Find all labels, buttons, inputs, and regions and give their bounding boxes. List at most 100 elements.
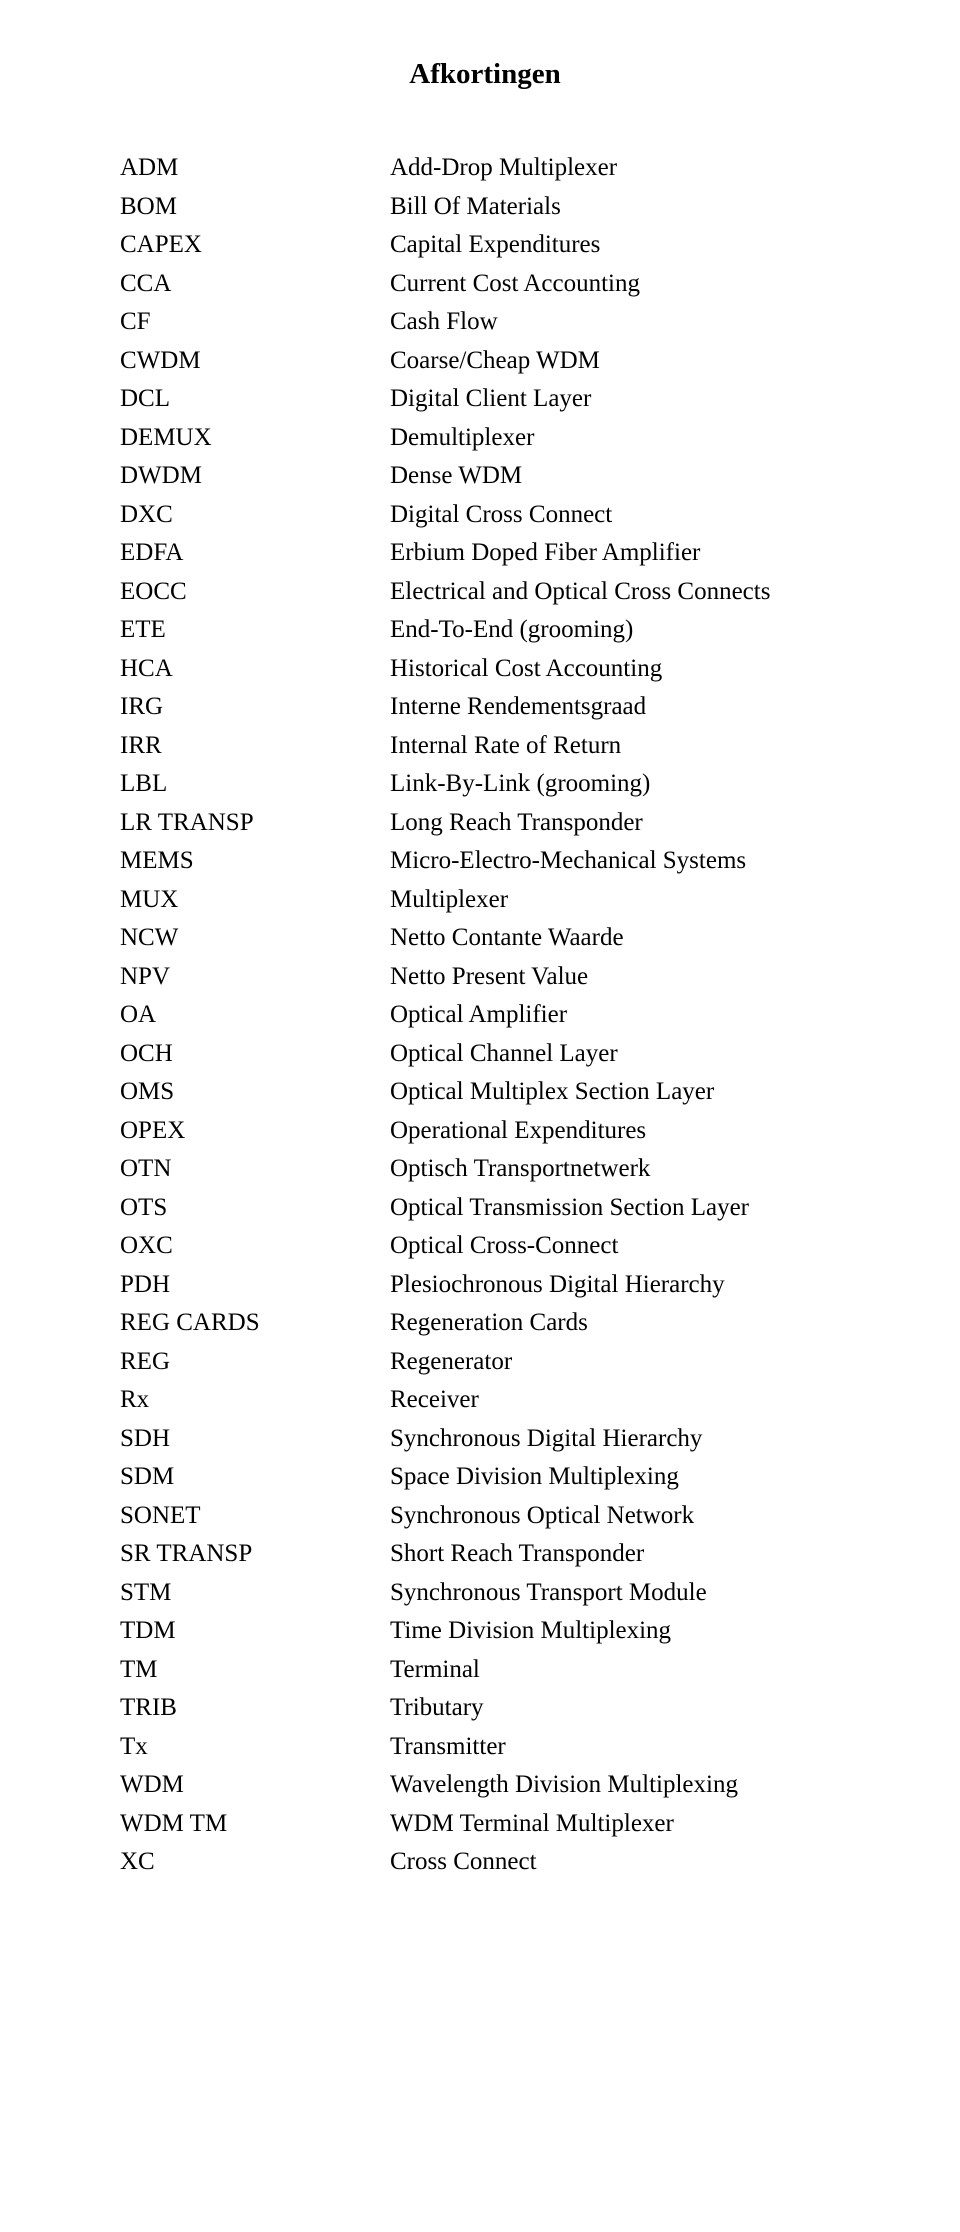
- definition: Add-Drop Multiplexer: [390, 149, 850, 188]
- abbreviation: ADM: [120, 149, 390, 188]
- abbreviation: SONET: [120, 1497, 390, 1536]
- abbreviation: OTS: [120, 1189, 390, 1228]
- definition: Optical Channel Layer: [390, 1035, 850, 1074]
- table-row: PDHPlesiochronous Digital Hierarchy: [120, 1266, 850, 1305]
- abbreviation: NPV: [120, 958, 390, 997]
- table-row: NCWNetto Contante Waarde: [120, 919, 850, 958]
- table-row: SR TRANSPShort Reach Transponder: [120, 1535, 850, 1574]
- abbreviation: OCH: [120, 1035, 390, 1074]
- abbreviation: MEMS: [120, 842, 390, 881]
- definition: Time Division Multiplexing: [390, 1612, 850, 1651]
- table-row: WDMWavelength Division Multiplexing: [120, 1766, 850, 1805]
- abbreviation: IRG: [120, 688, 390, 727]
- abbreviation: SDH: [120, 1420, 390, 1459]
- table-row: TxTransmitter: [120, 1728, 850, 1767]
- page-title: Afkortingen: [120, 58, 850, 91]
- table-row: CWDMCoarse/Cheap WDM: [120, 342, 850, 381]
- abbreviation: PDH: [120, 1266, 390, 1305]
- table-row: EDFAErbium Doped Fiber Amplifier: [120, 534, 850, 573]
- definition: Transmitter: [390, 1728, 850, 1767]
- definition: Regeneration Cards: [390, 1304, 850, 1343]
- table-row: OPEXOperational Expenditures: [120, 1112, 850, 1151]
- definition: Regenerator: [390, 1343, 850, 1382]
- definition: Short Reach Transponder: [390, 1535, 850, 1574]
- abbreviation: OXC: [120, 1227, 390, 1266]
- definition: Historical Cost Accounting: [390, 650, 850, 689]
- definition: Dense WDM: [390, 457, 850, 496]
- abbreviation: WDM: [120, 1766, 390, 1805]
- table-row: OXCOptical Cross-Connect: [120, 1227, 850, 1266]
- table-row: REG CARDSRegeneration Cards: [120, 1304, 850, 1343]
- table-row: EOCCElectrical and Optical Cross Connect…: [120, 573, 850, 612]
- table-row: RxReceiver: [120, 1381, 850, 1420]
- abbreviation: BOM: [120, 188, 390, 227]
- abbreviation: MUX: [120, 881, 390, 920]
- definition: Bill Of Materials: [390, 188, 850, 227]
- definition: Optical Amplifier: [390, 996, 850, 1035]
- table-row: DXCDigital Cross Connect: [120, 496, 850, 535]
- table-row: TMTerminal: [120, 1651, 850, 1690]
- table-row: MUXMultiplexer: [120, 881, 850, 920]
- definition: Cash Flow: [390, 303, 850, 342]
- abbreviation: Tx: [120, 1728, 390, 1767]
- table-row: ETEEnd-To-End (grooming): [120, 611, 850, 650]
- abbreviation: SR TRANSP: [120, 1535, 390, 1574]
- definition: Link-By-Link (grooming): [390, 765, 850, 804]
- table-row: DWDMDense WDM: [120, 457, 850, 496]
- abbreviation: SDM: [120, 1458, 390, 1497]
- definition: Coarse/Cheap WDM: [390, 342, 850, 381]
- definition: Optical Cross-Connect: [390, 1227, 850, 1266]
- definition: Optisch Transportnetwerk: [390, 1150, 850, 1189]
- abbreviation: LR TRANSP: [120, 804, 390, 843]
- definition: Receiver: [390, 1381, 850, 1420]
- table-row: TRIBTributary: [120, 1689, 850, 1728]
- abbreviation: OMS: [120, 1073, 390, 1112]
- table-row: OAOptical Amplifier: [120, 996, 850, 1035]
- definition: Demultiplexer: [390, 419, 850, 458]
- definition: Erbium Doped Fiber Amplifier: [390, 534, 850, 573]
- abbreviation: TRIB: [120, 1689, 390, 1728]
- table-row: OCHOptical Channel Layer: [120, 1035, 850, 1074]
- abbreviation: Rx: [120, 1381, 390, 1420]
- definition: Operational Expenditures: [390, 1112, 850, 1151]
- table-row: LR TRANSPLong Reach Transponder: [120, 804, 850, 843]
- table-row: DEMUXDemultiplexer: [120, 419, 850, 458]
- abbreviation: CWDM: [120, 342, 390, 381]
- abbreviation: CAPEX: [120, 226, 390, 265]
- definition: Internal Rate of Return: [390, 727, 850, 766]
- table-row: XCCross Connect: [120, 1843, 850, 1882]
- table-row: DCLDigital Client Layer: [120, 380, 850, 419]
- definition: Interne Rendementsgraad: [390, 688, 850, 727]
- definition: Tributary: [390, 1689, 850, 1728]
- abbreviation: LBL: [120, 765, 390, 804]
- definition: Current Cost Accounting: [390, 265, 850, 304]
- table-row: OTSOptical Transmission Section Layer: [120, 1189, 850, 1228]
- abbreviation: NCW: [120, 919, 390, 958]
- abbreviation: DWDM: [120, 457, 390, 496]
- table-row: REGRegenerator: [120, 1343, 850, 1382]
- abbreviations-table: ADMAdd-Drop MultiplexerBOMBill Of Materi…: [120, 149, 850, 1882]
- abbreviation: DXC: [120, 496, 390, 535]
- definition: WDM Terminal Multiplexer: [390, 1805, 850, 1844]
- definition: Space Division Multiplexing: [390, 1458, 850, 1497]
- table-row: ADMAdd-Drop Multiplexer: [120, 149, 850, 188]
- abbreviation: ETE: [120, 611, 390, 650]
- table-row: NPVNetto Present Value: [120, 958, 850, 997]
- abbreviation: IRR: [120, 727, 390, 766]
- table-row: CCACurrent Cost Accounting: [120, 265, 850, 304]
- table-row: TDMTime Division Multiplexing: [120, 1612, 850, 1651]
- abbreviation: OA: [120, 996, 390, 1035]
- abbreviation: EOCC: [120, 573, 390, 612]
- definition: Optical Multiplex Section Layer: [390, 1073, 850, 1112]
- definition: Synchronous Digital Hierarchy: [390, 1420, 850, 1459]
- definition: Electrical and Optical Cross Connects: [390, 573, 850, 612]
- table-row: SDHSynchronous Digital Hierarchy: [120, 1420, 850, 1459]
- abbreviation: REG: [120, 1343, 390, 1382]
- table-row: STMSynchronous Transport Module: [120, 1574, 850, 1613]
- definition: Netto Contante Waarde: [390, 919, 850, 958]
- abbreviation: CF: [120, 303, 390, 342]
- definition: Netto Present Value: [390, 958, 850, 997]
- abbreviation: STM: [120, 1574, 390, 1613]
- table-row: SDMSpace Division Multiplexing: [120, 1458, 850, 1497]
- table-row: LBLLink-By-Link (grooming): [120, 765, 850, 804]
